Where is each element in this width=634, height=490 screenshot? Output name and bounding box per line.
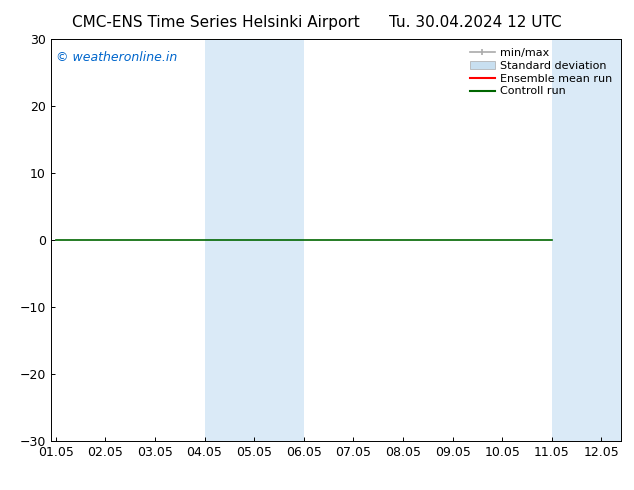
Bar [205, 39, 304, 441]
Legend: min/max, Standard deviation, Ensemble mean run, Controll run: min/max, Standard deviation, Ensemble me… [467, 45, 616, 100]
Bar [552, 39, 634, 441]
Text: © weatheronline.in: © weatheronline.in [56, 51, 178, 64]
Text: CMC-ENS Time Series Helsinki Airport      Tu. 30.04.2024 12 UTC: CMC-ENS Time Series Helsinki Airport Tu.… [72, 15, 562, 30]
